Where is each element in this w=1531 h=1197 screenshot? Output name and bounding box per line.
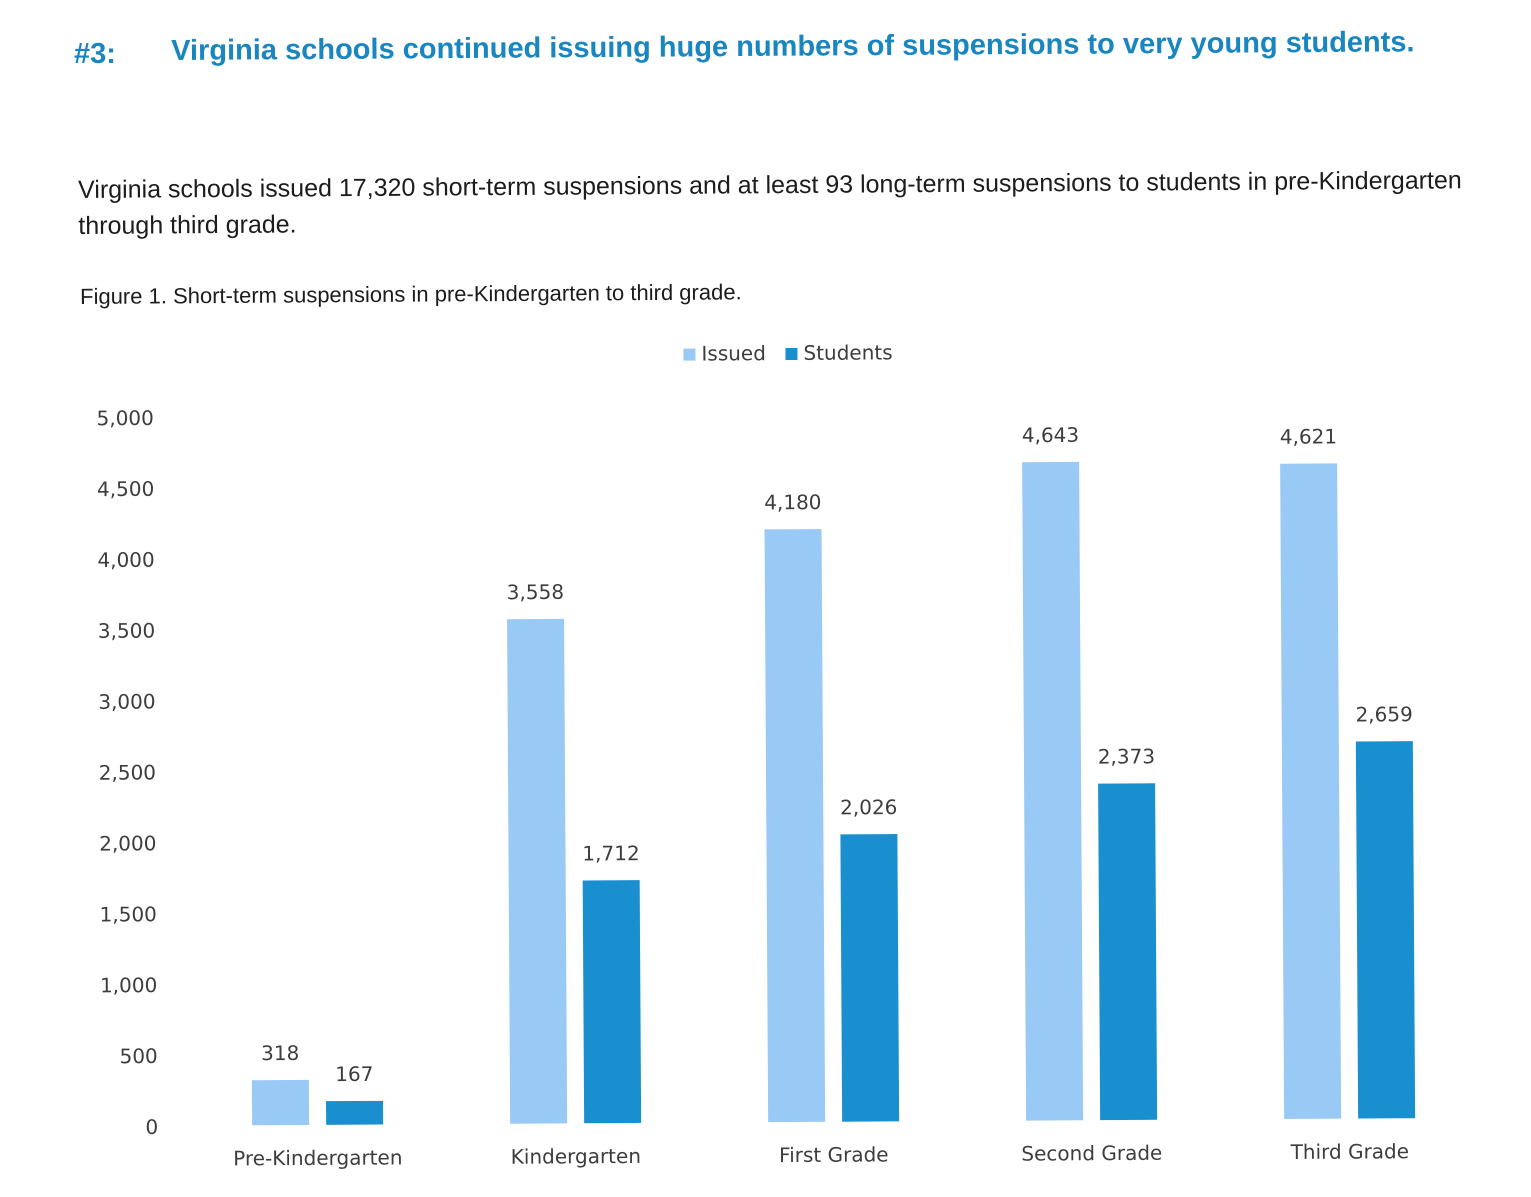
x-tick-label: Third Grade — [1290, 1139, 1410, 1164]
heading-number: #3: — [74, 38, 116, 70]
data-label: 2,373 — [1098, 744, 1155, 768]
legend-label-issued: Issued — [701, 341, 766, 365]
bar-issued-third-grade — [1280, 463, 1342, 1119]
x-axis: Pre-Kindergarten Kindergarten First Grade S… — [233, 1139, 1409, 1170]
y-tick-label: 2,500 — [99, 760, 156, 784]
data-label: 318 — [261, 1041, 299, 1065]
bar-issued-second-grade — [1022, 461, 1084, 1121]
data-label: 4,621 — [1280, 424, 1337, 448]
bar-issued-pre-kindergarten — [251, 1079, 310, 1126]
x-tick-label: Second Grade — [1021, 1141, 1162, 1166]
y-tick-label: 4,500 — [97, 477, 154, 501]
legend-label-students: Students — [803, 340, 892, 365]
y-tick-label: 5,000 — [96, 406, 153, 430]
data-label: 2,659 — [1355, 702, 1412, 726]
data-label: 1,712 — [582, 841, 639, 865]
bar-students-second-grade — [1098, 783, 1158, 1121]
bar-issued-first-grade — [764, 529, 826, 1123]
y-tick-label: 3,500 — [98, 619, 155, 643]
bar-issued-kindergarten — [507, 618, 568, 1124]
bar-students-first-grade — [840, 834, 900, 1122]
legend: Issued Students — [683, 340, 893, 366]
data-label: 3,558 — [507, 580, 564, 604]
data-label: 4,180 — [764, 490, 821, 514]
y-tick-label: 0 — [145, 1115, 158, 1139]
y-tick-label: 1,500 — [100, 902, 157, 926]
data-label: 167 — [335, 1062, 373, 1086]
legend-swatch-issued — [683, 348, 696, 361]
x-tick-label: Kindergarten — [511, 1144, 641, 1169]
data-label: 4,643 — [1022, 423, 1079, 447]
x-tick-label: First Grade — [779, 1142, 889, 1167]
x-tick-label: Pre-Kindergarten — [233, 1145, 402, 1170]
bar-series: 318 167 3,558 1,712 4,180 2,026 4,643 2,373 4,62… — [251, 423, 1416, 1126]
bar-students-third-grade — [1355, 741, 1416, 1119]
y-axis: 0 500 1,000 1,500 2,000 2,500 3,000 3,500 4,000 4… — [96, 406, 158, 1139]
y-tick-label: 4,000 — [97, 548, 154, 572]
y-tick-label: 3,000 — [98, 689, 155, 713]
data-label: 2,026 — [840, 795, 897, 819]
bar-students-kindergarten — [582, 880, 642, 1124]
legend-swatch-students — [785, 347, 798, 361]
y-tick-label: 2,000 — [99, 831, 156, 855]
y-tick-label: 500 — [119, 1044, 157, 1068]
bar-students-pre-kindergarten — [326, 1100, 384, 1125]
y-tick-label: 1,000 — [100, 973, 157, 997]
